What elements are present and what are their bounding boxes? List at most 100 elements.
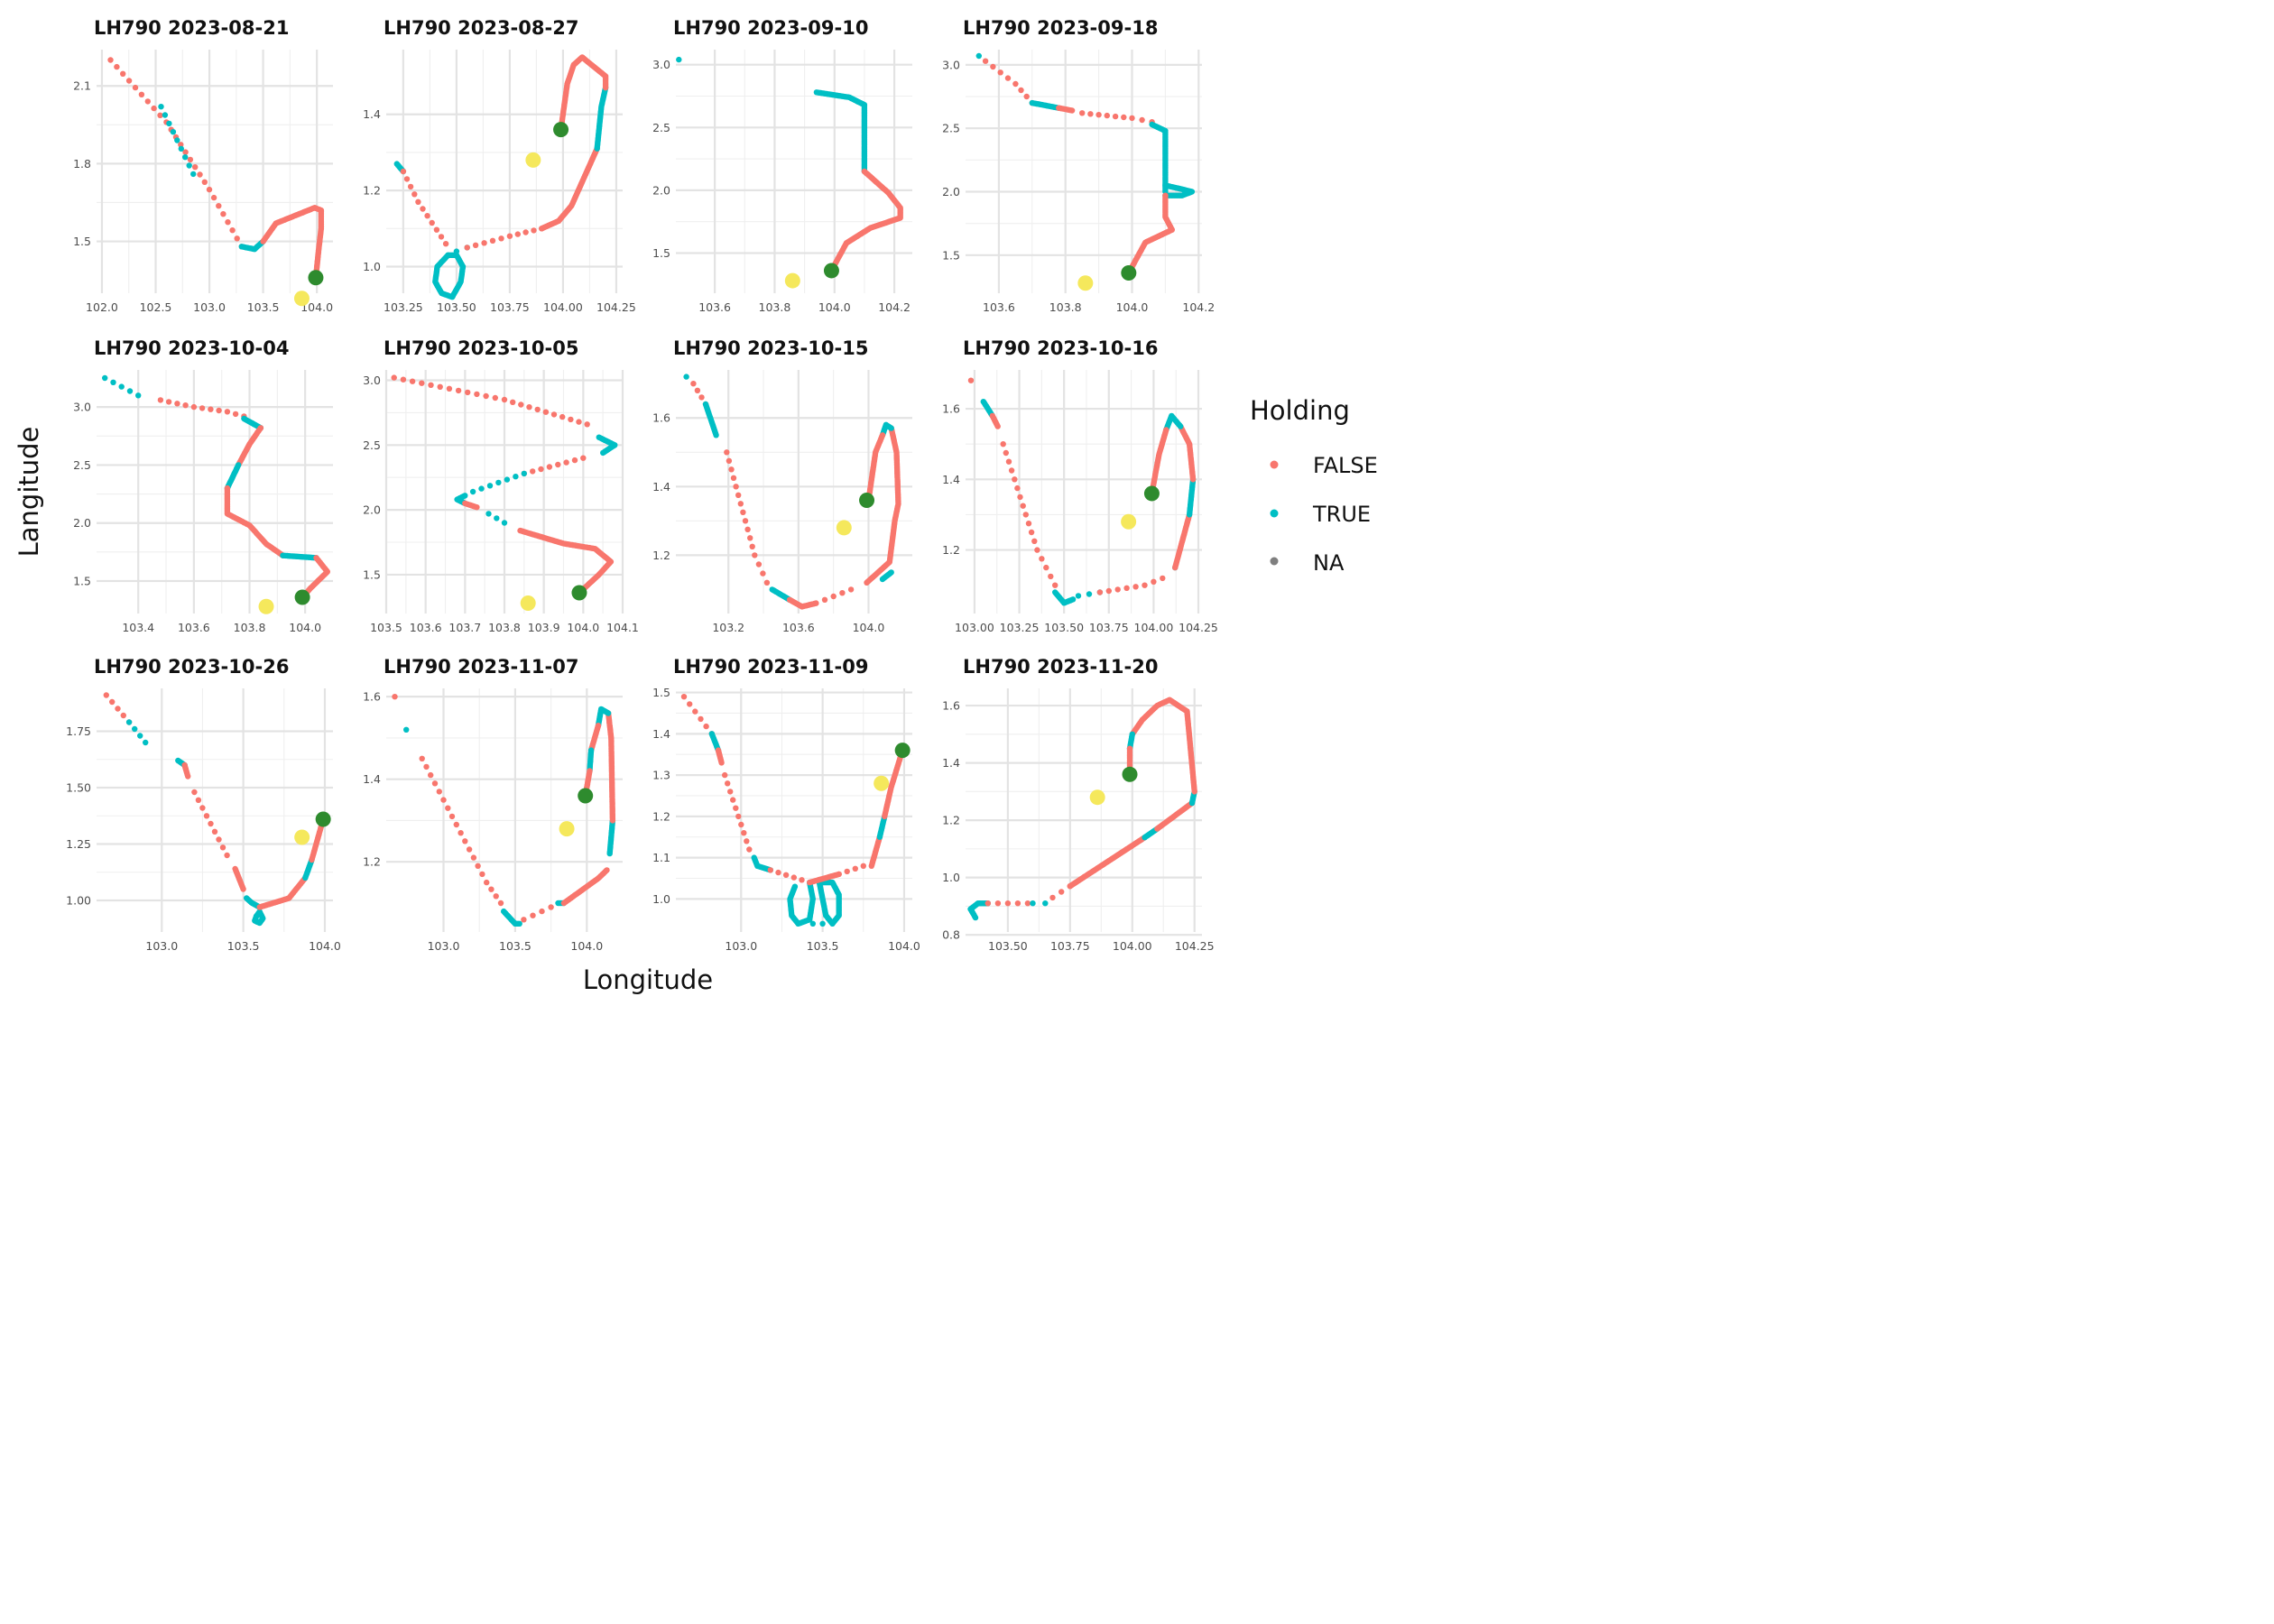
flight-point (819, 920, 826, 927)
facet-panel-11: LH790 2023-11-09 103.0 103.5 104.0 1.0 1.1 1.2… (652, 656, 920, 953)
flight-point (1020, 503, 1026, 509)
flight-point (162, 112, 169, 118)
y-tick-label: 3.0 (73, 401, 91, 414)
x-tick-label: 103.5 (370, 621, 402, 634)
x-tick-label: 103.6 (983, 300, 1015, 314)
flight-point (125, 78, 133, 84)
flight-point (433, 226, 440, 233)
flight-point (195, 797, 202, 803)
panel-title: LH790 2023-10-16 (963, 337, 1158, 359)
flight-point (1069, 596, 1077, 603)
flight-point (465, 389, 471, 396)
flight-point (225, 219, 231, 226)
flight-point (563, 459, 569, 466)
flight-point (728, 466, 735, 473)
flight-point (727, 789, 734, 795)
flight-point (692, 708, 698, 715)
legend: Holding FALSE TRUE NA (1250, 395, 1378, 576)
x-tick-label: 103.4 (122, 621, 154, 634)
flight-point (1160, 575, 1166, 582)
flight-point (232, 411, 239, 418)
flight-point (733, 805, 739, 811)
y-tick-label: 1.1 (652, 851, 670, 864)
flight-point (178, 145, 184, 152)
flight-point (481, 240, 487, 246)
flight-point (514, 231, 521, 237)
flight-point (469, 488, 476, 495)
x-tick-label: 104.0 (853, 621, 885, 634)
flight-point (506, 233, 513, 239)
y-tick-label: 1.4 (363, 772, 381, 786)
flight-point (1129, 115, 1135, 122)
flight-point (510, 399, 516, 405)
y-tick-label: 1.0 (363, 260, 381, 273)
x-tick-label: 104.0 (570, 939, 603, 953)
x-tick-label: 103.0 (725, 939, 757, 953)
flight-point (453, 248, 460, 254)
y-tick-label: 1.75 (66, 724, 91, 738)
flight-point (967, 377, 975, 383)
x-tick-label: 103.6 (410, 621, 442, 634)
x-tick-label: 103.50 (437, 300, 476, 314)
flight-point (860, 863, 866, 869)
flight-point (483, 392, 489, 400)
flight-point (767, 867, 773, 873)
flight-point (474, 391, 480, 398)
legend-title: Holding (1250, 395, 1350, 426)
flight-point (132, 84, 139, 91)
flight-point (1042, 900, 1049, 907)
flight-point (1075, 593, 1082, 599)
flight-point (813, 600, 819, 606)
x-tick-label: 103.75 (490, 300, 530, 314)
flight-point (1034, 547, 1040, 553)
x-tick-label: 103.25 (1000, 621, 1040, 634)
flight-point (1123, 585, 1130, 591)
x-tick-label: 102.0 (86, 300, 118, 314)
flight-point (531, 227, 537, 234)
flight-point (475, 863, 481, 869)
flight-point (747, 535, 753, 541)
flight-point (458, 830, 464, 836)
flight-point (445, 805, 451, 811)
x-tick-label: 104.0 (300, 300, 333, 314)
y-tick-label: 3.0 (942, 58, 960, 71)
flight-point (749, 543, 755, 549)
y-tick-label: 2.5 (73, 458, 91, 472)
flight-point (211, 828, 218, 835)
end-point-marker (1122, 766, 1138, 782)
flight-point (492, 394, 498, 401)
flight-point (1025, 521, 1032, 527)
y-tick-label: 2.1 (73, 79, 91, 93)
legend-key-true (1270, 509, 1279, 518)
flight-point (206, 186, 213, 193)
x-tick-label: 103.5 (247, 300, 280, 314)
flight-point (400, 376, 407, 383)
flight-point (830, 593, 837, 600)
flight-point (703, 723, 709, 730)
flight-point (504, 476, 511, 483)
flight-point (516, 920, 522, 927)
x-tick-label: 103.00 (955, 621, 994, 634)
flight-point (847, 586, 855, 593)
x-tick-label: 103.9 (528, 621, 560, 634)
y-tick-label: 1.2 (363, 855, 381, 869)
x-tick-label: 104.1 (606, 621, 639, 634)
facet-panel-12: LH790 2023-11-20 103.50 103.75 104.00 104.25… (942, 656, 1214, 953)
flight-point (440, 797, 447, 803)
flight-point (690, 381, 697, 387)
y-tick-label: 1.4 (942, 473, 960, 486)
flight-point (445, 252, 451, 258)
flight-point (724, 449, 730, 456)
reference-point-marker (258, 598, 274, 614)
flight-point (1086, 591, 1093, 597)
flight-point (1003, 449, 1010, 457)
flight-point (103, 692, 110, 698)
flight-point (604, 867, 610, 873)
y-tick-label: 2.0 (363, 503, 381, 517)
flight-point (821, 596, 828, 603)
end-point-marker (315, 811, 331, 827)
x-tick-label: 104.0 (888, 939, 920, 953)
flight-point (132, 725, 138, 733)
reference-point-marker (874, 775, 890, 791)
flight-point (726, 457, 733, 464)
